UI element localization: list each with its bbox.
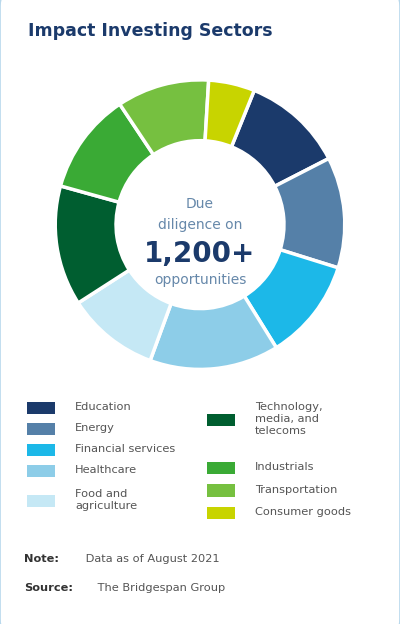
FancyBboxPatch shape: [27, 465, 55, 477]
Text: diligence on: diligence on: [158, 218, 242, 232]
FancyBboxPatch shape: [27, 495, 55, 507]
Text: Consumer goods: Consumer goods: [255, 507, 351, 517]
Wedge shape: [150, 296, 276, 369]
Text: Energy: Energy: [75, 423, 115, 433]
Wedge shape: [232, 90, 329, 187]
Text: Source:: Source:: [24, 583, 73, 593]
Text: Impact Investing Sectors: Impact Investing Sectors: [28, 22, 273, 40]
FancyBboxPatch shape: [207, 414, 235, 426]
FancyBboxPatch shape: [207, 507, 235, 519]
FancyBboxPatch shape: [207, 462, 235, 474]
Text: Transportation: Transportation: [255, 485, 338, 495]
Text: 1,200+: 1,200+: [144, 240, 256, 268]
Text: Food and
agriculture: Food and agriculture: [75, 489, 137, 511]
FancyBboxPatch shape: [207, 484, 235, 497]
Text: Due: Due: [186, 197, 214, 212]
Text: Data as of August 2021: Data as of August 2021: [82, 554, 220, 564]
Text: Note:: Note:: [24, 554, 59, 564]
Wedge shape: [78, 270, 171, 361]
Wedge shape: [55, 186, 129, 303]
Text: Technology,
media, and
telecoms: Technology, media, and telecoms: [255, 402, 323, 436]
Text: opportunities: opportunities: [154, 273, 246, 286]
Text: Industrials: Industrials: [255, 462, 315, 472]
Wedge shape: [275, 158, 345, 268]
Wedge shape: [120, 80, 209, 155]
FancyBboxPatch shape: [27, 444, 55, 456]
Wedge shape: [205, 80, 254, 147]
Wedge shape: [60, 104, 154, 202]
Text: Healthcare: Healthcare: [75, 466, 137, 475]
Text: Financial services: Financial services: [75, 444, 175, 454]
Wedge shape: [244, 250, 338, 348]
FancyBboxPatch shape: [27, 402, 55, 414]
FancyBboxPatch shape: [27, 422, 55, 436]
Text: The Bridgespan Group: The Bridgespan Group: [94, 583, 226, 593]
Text: Education: Education: [75, 402, 132, 412]
